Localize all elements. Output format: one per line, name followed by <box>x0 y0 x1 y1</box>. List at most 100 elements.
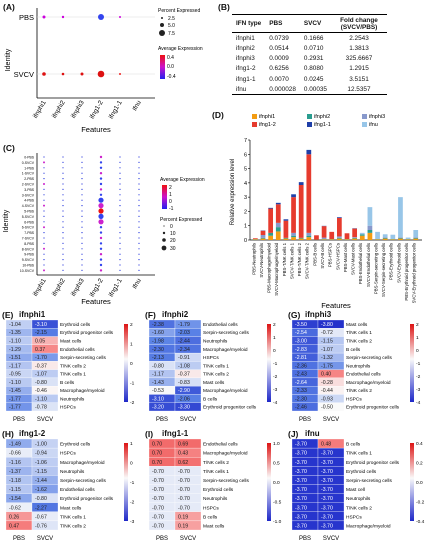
dot-pbs-ifnphi1 <box>43 16 46 19</box>
heatmap-row-label: Mast cells <box>60 505 82 511</box>
panel-c-row-label: 2-SVCV <box>22 183 35 187</box>
bar-segment <box>352 229 357 238</box>
heatmap-row-label: Erythroid cells <box>346 469 377 475</box>
x-tick-label: PBS-Neutrophils <box>251 243 256 275</box>
panel-c-dot <box>43 167 44 168</box>
panel-c-dot <box>62 173 63 174</box>
panel-c-dot <box>119 270 120 271</box>
bar-segment <box>398 238 403 239</box>
heatmap-row-label: Erythroid progenitor cells <box>60 496 114 502</box>
y-tick-label: 1 <box>244 224 247 230</box>
bar-segment <box>390 239 395 240</box>
colorbar-tick: 1 <box>130 441 133 447</box>
x-tick-label: PBS-Macrophage/myeloid <box>267 242 272 293</box>
panel-c-dot <box>138 248 139 249</box>
bar-segment <box>413 238 418 239</box>
table-cell: 0.0710 <box>300 43 331 53</box>
heatmap-value: -1.43 <box>152 380 164 386</box>
panel-c-dot <box>43 254 44 255</box>
bar-segment <box>413 237 418 238</box>
panel-c-dot <box>81 232 82 233</box>
x-tick-label: PBS-Erythroid progenitor cells <box>404 243 409 301</box>
bar-segment <box>299 185 304 238</box>
heatmap-value: -2.64 <box>295 380 307 386</box>
panel-c-dot <box>43 210 44 211</box>
heatmap-value: -2.54 <box>295 330 307 336</box>
x-tick-label: PBS-B cells <box>312 243 317 266</box>
panel-c-dot <box>138 189 139 190</box>
panel-c-dot <box>43 269 45 271</box>
panel-label: (F) <box>145 310 156 320</box>
table-cell: 325.6667 <box>331 54 387 64</box>
table-cell: 0.0245 <box>300 74 331 84</box>
heatmap-row-label: Serpin-secreting cells <box>60 355 106 361</box>
heatmap-row-label: Macrophage/myeloid <box>60 388 105 394</box>
table-cell: ifng1-1 <box>232 74 265 84</box>
panel-c-dot <box>100 264 102 266</box>
panel-a-xtick: ifng1-2 <box>89 99 105 120</box>
heatmap-value: -0.76 <box>35 523 47 529</box>
panel-c-row-label: 3-PBS <box>24 188 35 192</box>
heatmap-value: -3.70 <box>295 442 307 448</box>
heatmap-row-label: HSPCs <box>60 451 76 457</box>
heatmap-row-label: Erythroid progenitor cells <box>203 405 257 411</box>
heatmap-value: 0.43 <box>178 451 188 457</box>
heatmap-row-label: T/NK cells 1 <box>203 469 229 475</box>
table-cell: 2.2543 <box>331 33 387 44</box>
y-tick-label: 5 <box>244 167 247 173</box>
heatmap-col-label: SVCV <box>37 417 53 423</box>
panel-a-xtick: ifnphi2 <box>51 99 67 119</box>
panel-c-dot <box>138 200 139 201</box>
panel-c-dot <box>81 264 82 265</box>
heatmap-value: -2.03 <box>178 330 190 336</box>
heatmap-value: -1.77 <box>9 396 21 402</box>
panel-c-y-label: Identity <box>3 209 10 232</box>
heatmap-value: 0.40 <box>321 372 331 378</box>
panel-c-dot <box>100 167 102 169</box>
bar-segment <box>291 194 296 197</box>
panel-c-dot <box>81 216 82 217</box>
panel-c-dot <box>62 183 63 184</box>
x-axis-label: Features <box>321 301 351 310</box>
panel-c-dot <box>43 173 44 174</box>
colorbar-tick: 2 <box>273 322 276 328</box>
y-tick-label: 4 <box>244 181 247 187</box>
bar-segment <box>276 227 281 231</box>
panel-c-dot <box>98 198 103 203</box>
bar-segment <box>383 237 388 238</box>
heatmap-row-label: Erythroid cells <box>60 442 91 448</box>
panel-c-dot <box>43 189 44 190</box>
heatmap-row-label: T/NK cells 1 <box>60 372 86 378</box>
heatmap-row-label: T/NK cells 2 <box>60 363 86 369</box>
panel-a-x-label: Features <box>81 125 111 134</box>
panel-c-xtick: ifng1-1 <box>108 277 124 298</box>
panel-label: (J) <box>288 429 298 439</box>
panel-c-row-label: 3-SVCV <box>22 193 35 197</box>
bar-segment <box>299 182 304 185</box>
x-tick-label: PBS-T/NK cells 2 <box>297 242 302 276</box>
heatmap-col-label: SVCV <box>323 536 339 542</box>
colorbar-tick: -1 <box>273 361 278 367</box>
legend-entry: ifnphi2 <box>314 114 330 120</box>
panel-c-dot <box>119 162 120 163</box>
colorbar-tick: 0.0 <box>416 480 423 486</box>
heatmap-value: -0.62 <box>9 505 21 511</box>
heatmap-value: -1.51 <box>9 355 21 361</box>
table-cell: 0.1666 <box>300 33 331 44</box>
svg-text:5.0: 5.0 <box>168 23 175 29</box>
heatmap-row-label: Endothelial cells <box>346 372 381 378</box>
heatmap-value: -3.70 <box>295 478 307 484</box>
heatmap-value: -1.10 <box>9 339 21 345</box>
heatmap-value: -3.70 <box>321 496 333 502</box>
heatmap-row-label: Serpin-secreting cells <box>346 355 392 361</box>
panel-c-dot <box>98 214 103 219</box>
colorbar-tick: 0 <box>273 348 276 354</box>
heatmap-value: -3.70 <box>321 487 333 493</box>
panel-c-dot <box>119 205 120 206</box>
panel-c-dot <box>81 205 82 206</box>
heatmap-value: -3.70 <box>295 514 307 520</box>
svg-text:20: 20 <box>170 238 176 244</box>
